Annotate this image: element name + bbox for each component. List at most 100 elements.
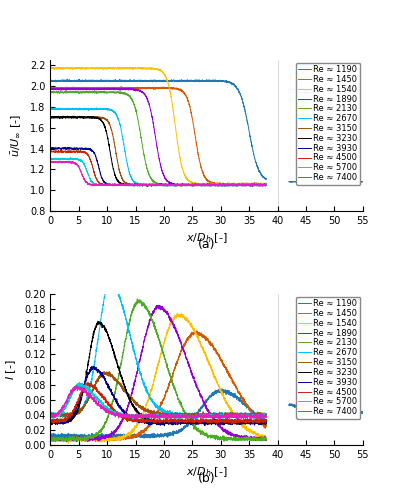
Re ≈ 4500 — [85, 380, 90, 386]
Line: Re ≈ 3930: Re ≈ 3930 — [50, 366, 266, 426]
Re ≈ 5700 — [173, 182, 178, 188]
Re ≈ 4500 — [264, 416, 268, 422]
Re ≈ 2130 — [146, 170, 151, 176]
Re ≈ 7400 — [146, 413, 151, 419]
Re ≈ 3930 — [125, 182, 130, 188]
Re ≈ 3230 — [162, 422, 167, 428]
Re ≈ 2130 — [234, 436, 239, 442]
Re ≈ 1190 — [219, 386, 224, 392]
Re ≈ 1450 — [48, 436, 53, 442]
Line: Re ≈ 3150: Re ≈ 3150 — [50, 372, 266, 418]
Re ≈ 7400 — [242, 412, 247, 418]
Re ≈ 3230 — [48, 421, 53, 427]
Re ≈ 1190 — [264, 176, 268, 182]
Re ≈ 1890 — [264, 182, 268, 188]
Re ≈ 2670 — [146, 182, 151, 188]
Re ≈ 2130 — [234, 182, 239, 188]
Re ≈ 3230 — [264, 182, 268, 188]
Line: Re ≈ 1540: Re ≈ 1540 — [50, 314, 266, 444]
Re ≈ 3930 — [226, 420, 231, 426]
Line: Re ≈ 7400: Re ≈ 7400 — [50, 161, 266, 186]
Re ≈ 3930 — [173, 183, 178, 189]
Re ≈ 1450 — [242, 182, 247, 188]
Re ≈ 3230 — [242, 420, 247, 426]
Line: Re ≈ 3230: Re ≈ 3230 — [50, 322, 266, 426]
Re ≈ 1450 — [146, 423, 151, 429]
Re ≈ 3150 — [264, 182, 268, 188]
Line: Re ≈ 2670: Re ≈ 2670 — [50, 108, 266, 186]
Re ≈ 7400 — [226, 414, 231, 420]
Re ≈ 3930 — [146, 418, 151, 424]
Re ≈ 2670 — [222, 183, 226, 189]
Re ≈ 3930 — [242, 420, 247, 426]
Re ≈ 2670 — [94, 105, 99, 111]
Re ≈ 1450 — [173, 86, 178, 91]
Re ≈ 3930 — [234, 182, 239, 188]
Re ≈ 1190 — [97, 436, 102, 442]
Line: Re ≈ 4500: Re ≈ 4500 — [50, 382, 266, 424]
Re ≈ 2670 — [226, 412, 231, 418]
Re ≈ 1450 — [125, 434, 130, 440]
Re ≈ 1540 — [226, 403, 231, 409]
Line: Re ≈ 2130: Re ≈ 2130 — [50, 91, 266, 186]
Re ≈ 1190 — [242, 106, 247, 112]
Re ≈ 4500 — [173, 417, 178, 423]
Re ≈ 1890 — [125, 404, 130, 409]
Line: Re ≈ 3930: Re ≈ 3930 — [50, 148, 266, 186]
Re ≈ 1450 — [264, 422, 268, 428]
Re ≈ 1190 — [173, 430, 178, 436]
Re ≈ 1190 — [242, 401, 247, 407]
Re ≈ 2670 — [234, 182, 239, 188]
Re ≈ 7400 — [48, 416, 53, 422]
Re ≈ 1540 — [175, 310, 180, 316]
Re ≈ 1190 — [226, 79, 231, 85]
Re ≈ 1540 — [48, 64, 53, 70]
Re ≈ 3150 — [56, 113, 61, 119]
Re ≈ 3930 — [67, 144, 72, 150]
Re ≈ 3930 — [158, 422, 163, 428]
Line: Re ≈ 5700: Re ≈ 5700 — [50, 382, 266, 420]
Re ≈ 1540 — [48, 436, 53, 442]
Re ≈ 4500 — [48, 417, 53, 423]
Re ≈ 4500 — [234, 182, 239, 188]
Re ≈ 1190 — [264, 420, 268, 426]
Re ≈ 4500 — [226, 418, 231, 424]
Re ≈ 7400 — [125, 412, 130, 418]
Re ≈ 1190 — [264, 176, 268, 182]
Re ≈ 2130 — [48, 90, 53, 96]
Re ≈ 1190 — [146, 432, 151, 438]
Re ≈ 1540 — [264, 435, 268, 441]
Re ≈ 2670 — [146, 392, 151, 398]
Re ≈ 1450 — [234, 182, 239, 188]
Re ≈ 4500 — [173, 182, 178, 188]
Re ≈ 3150 — [264, 412, 268, 418]
Re ≈ 3230 — [145, 184, 150, 190]
Re ≈ 3230 — [125, 182, 130, 188]
Line: Re ≈ 3230: Re ≈ 3230 — [50, 116, 266, 186]
Re ≈ 3930 — [48, 418, 53, 424]
Re ≈ 3150 — [146, 408, 151, 414]
Re ≈ 3930 — [48, 146, 53, 152]
Re ≈ 1890 — [146, 321, 151, 327]
Re ≈ 2670 — [242, 412, 247, 418]
Re ≈ 7400 — [226, 182, 231, 188]
Re ≈ 1190 — [65, 76, 70, 82]
Re ≈ 3150 — [48, 413, 53, 419]
Re ≈ 3230 — [264, 419, 268, 425]
Line: Re ≈ 4500: Re ≈ 4500 — [50, 150, 266, 186]
Re ≈ 3150 — [125, 391, 130, 397]
Re ≈ 1450 — [125, 84, 130, 90]
Re ≈ 5700 — [252, 416, 257, 422]
Re ≈ 5700 — [125, 182, 130, 188]
Re ≈ 7400 — [75, 383, 79, 389]
Re ≈ 1540 — [66, 440, 71, 446]
Line: Re ≈ 7400: Re ≈ 7400 — [50, 386, 266, 419]
Re ≈ 5700 — [234, 182, 239, 188]
Line: Re ≈ 3150: Re ≈ 3150 — [50, 116, 266, 186]
Re ≈ 3230 — [146, 182, 151, 188]
Re ≈ 4500 — [242, 182, 247, 188]
Re ≈ 3150 — [234, 412, 239, 418]
Re ≈ 3230 — [48, 114, 53, 120]
Re ≈ 3230 — [173, 182, 178, 188]
Re ≈ 1190 — [48, 434, 53, 440]
